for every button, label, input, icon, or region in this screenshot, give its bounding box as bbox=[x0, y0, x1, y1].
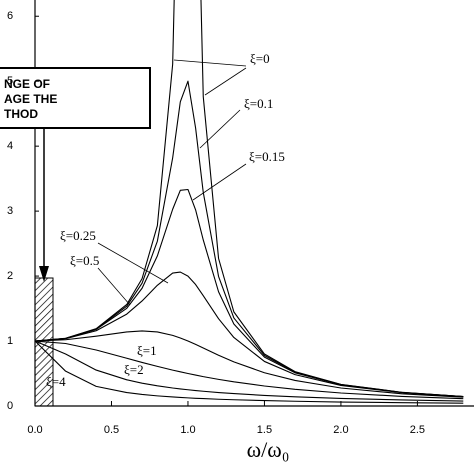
series-line bbox=[35, 330, 464, 398]
x-tick-label: 0.5 bbox=[104, 424, 119, 436]
y-tick-label: 4 bbox=[7, 140, 13, 152]
leader-line bbox=[97, 242, 169, 284]
leader-line bbox=[192, 163, 247, 201]
leader-line bbox=[204, 67, 247, 96]
y-tick-label: 3 bbox=[7, 205, 13, 217]
series-label: ξ=0.25 bbox=[60, 228, 96, 243]
leader-lines bbox=[97, 59, 247, 306]
range-box bbox=[0, 67, 151, 129]
series-label: ξ=0 bbox=[250, 51, 270, 66]
y-tick-label: 5 bbox=[7, 75, 13, 87]
series-line bbox=[35, 340, 464, 404]
range-arrow-head bbox=[39, 266, 49, 282]
y-tick-label: 6 bbox=[7, 10, 13, 22]
series-label: ξ=0.1 bbox=[244, 96, 273, 111]
leader-line bbox=[97, 267, 131, 306]
y-tick-label: 0 bbox=[7, 400, 13, 412]
series-label: ξ=0.5 bbox=[70, 253, 99, 268]
box-text: AGE THE bbox=[4, 92, 57, 106]
series-line bbox=[35, 271, 464, 398]
y-tick-label: 1 bbox=[7, 335, 13, 347]
y-tick-label: 2 bbox=[7, 270, 13, 282]
series-label: ξ=1 bbox=[137, 343, 157, 358]
box-text: THOD bbox=[4, 107, 38, 121]
curves bbox=[35, 0, 464, 404]
x-tick-label: 0.0 bbox=[27, 424, 42, 436]
series-line bbox=[35, 340, 464, 402]
leader-line bbox=[199, 109, 241, 149]
x-tick-label: 2.0 bbox=[333, 424, 348, 436]
x-tick-label: 2.5 bbox=[410, 424, 425, 436]
series-line bbox=[35, 188, 464, 398]
box-text: NGE OF bbox=[4, 77, 50, 91]
x-axis-label: ω/ω₀ bbox=[247, 437, 290, 462]
series-line bbox=[35, 80, 464, 398]
series-label: ξ=0.15 bbox=[249, 149, 285, 164]
x-tick-label: 1.0 bbox=[180, 424, 195, 436]
x-tick-label: 1.5 bbox=[257, 424, 272, 436]
series-label: ξ=4 bbox=[46, 374, 66, 389]
series-line bbox=[35, 340, 464, 400]
series-label: ξ=2 bbox=[124, 362, 144, 377]
leader-line bbox=[173, 59, 247, 67]
